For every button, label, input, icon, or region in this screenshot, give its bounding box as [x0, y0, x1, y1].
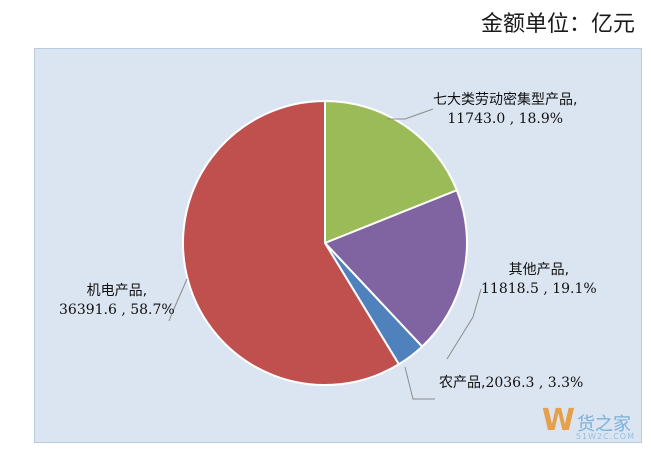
slice-name-agricultural: 农产品,	[439, 375, 486, 391]
leader-line-agricultural	[404, 366, 435, 400]
watermark-text: 货之家	[577, 414, 631, 435]
pie-slice-other	[323, 188, 468, 348]
watermark-letter: W	[541, 403, 575, 438]
slice-value-labor-intensive: 11743.0 , 18.9%	[447, 111, 564, 127]
slice-value-other: 11818.5 , 19.1%	[481, 281, 597, 297]
unit-label: 金额单位：亿元	[480, 12, 635, 37]
watermark-subtext: 51W2C.COM	[575, 432, 635, 441]
slice-label-other: 其他产品, 11818.5 , 19.1%	[481, 261, 597, 299]
slice-label-agricultural: 农产品,2036.3 , 3.3%	[439, 374, 583, 393]
slice-value-electromechanical: 36391.6 , 58.7%	[59, 302, 175, 318]
slice-label-labor-intensive: 七大类劳动密集型产品, 11743.0 , 18.9%	[433, 91, 577, 129]
pie-slice-labor-intensive	[324, 99, 459, 245]
leader-line-other	[446, 288, 482, 360]
chart-area: 七大类劳动密集型产品, 11743.0 , 18.9% 其他产品, 11818.…	[34, 48, 642, 443]
slice-label-electromechanical: 机电产品, 36391.6 , 58.7%	[59, 282, 175, 320]
leader-line-labor-intensive	[387, 108, 434, 120]
pie-slice-electromechanical	[182, 99, 401, 386]
leader-line-electromechanical	[168, 278, 188, 322]
slice-value-agricultural: 2036.3 , 3.3%	[485, 375, 584, 391]
watermark-logo: W 货之家 51W2C.COM	[542, 403, 635, 441]
slice-name-labor-intensive: 七大类劳动密集型产品,	[433, 92, 578, 108]
pie-chart	[168, 99, 482, 400]
slice-name-electromechanical: 机电产品,	[86, 283, 148, 299]
slice-name-other: 其他产品,	[508, 262, 570, 278]
